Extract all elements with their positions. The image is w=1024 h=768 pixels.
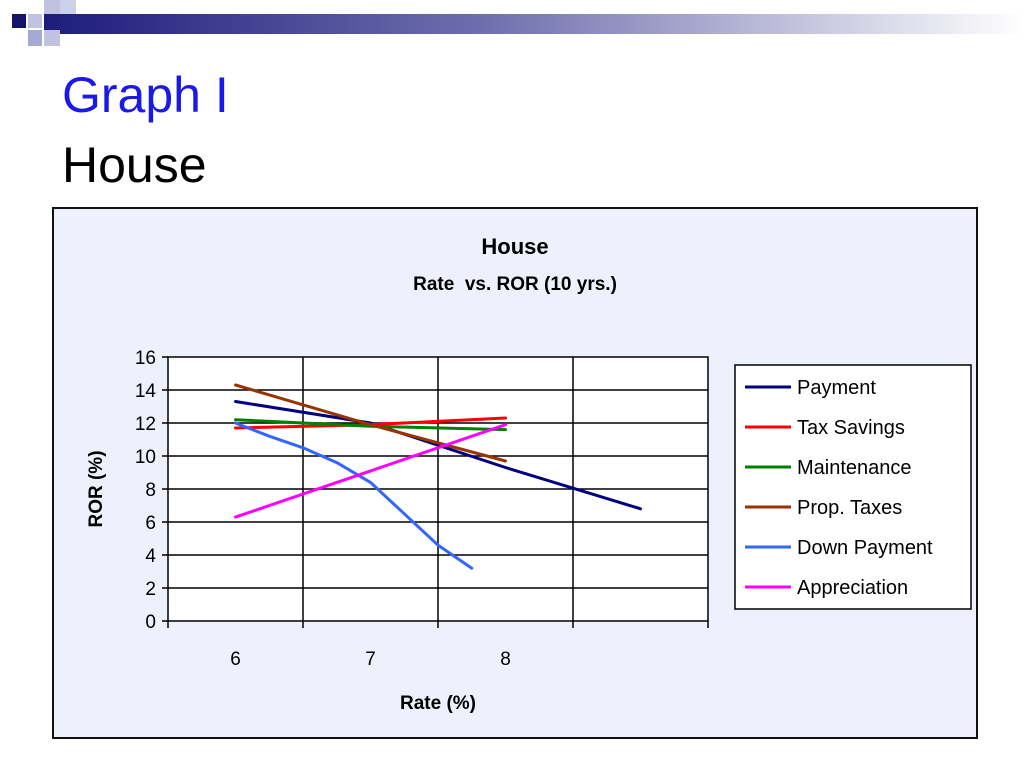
y-tick-label: 4	[145, 546, 156, 567]
line-chart: House Rate vs. ROR (10 yrs.) 0 2 4 6 8 10 12 14…	[86, 234, 972, 714]
x-tick-label: 8	[500, 649, 511, 670]
legend-label-down-payment: Down Payment	[797, 537, 933, 559]
legend-label-maintenance: Maintenance	[797, 457, 912, 479]
decorative-header-bar	[12, 0, 1024, 46]
legend-label-appreciation: Appreciation	[797, 577, 908, 599]
x-tick-label: 6	[230, 649, 241, 670]
y-tick-label: 16	[135, 348, 156, 369]
series-line-appreciation	[234, 423, 507, 519]
legend-box	[734, 364, 972, 610]
y-tick-label: 2	[145, 579, 156, 600]
series-line-maintenance	[234, 418, 507, 432]
chart-area: House Rate vs. ROR (10 yrs.) 0 2 4 6 8 10 12 14…	[52, 207, 978, 739]
y-tick-label: 0	[145, 612, 156, 633]
y-tick-label: 10	[135, 447, 156, 468]
y-tick-label: 14	[135, 381, 157, 402]
y-axis-label: ROR (%)	[86, 450, 107, 527]
y-tick-label: 6	[145, 513, 156, 534]
slide-subtitle: House	[62, 137, 207, 193]
legend-label-tax-savings: Tax Savings	[797, 417, 905, 439]
chart-subtitle: Rate vs. ROR (10 yrs.)	[413, 274, 617, 295]
y-tick-label: 8	[145, 480, 156, 501]
y-tick-label: 12	[135, 414, 156, 435]
series-line-prop-taxes	[234, 383, 507, 463]
chart-legend: Payment Tax Savings Maintenance Prop. Taxes…	[734, 364, 972, 610]
slide-title: Graph I	[62, 67, 229, 123]
x-axis-label: Rate (%)	[400, 693, 476, 714]
series-line-down-payment	[234, 421, 474, 570]
x-tick-label: 7	[365, 649, 376, 670]
series-line-payment	[234, 400, 642, 511]
legend-label-prop-taxes: Prop. Taxes	[797, 497, 902, 519]
legend-label-payment: Payment	[797, 377, 876, 399]
chart-title: House	[481, 234, 548, 259]
